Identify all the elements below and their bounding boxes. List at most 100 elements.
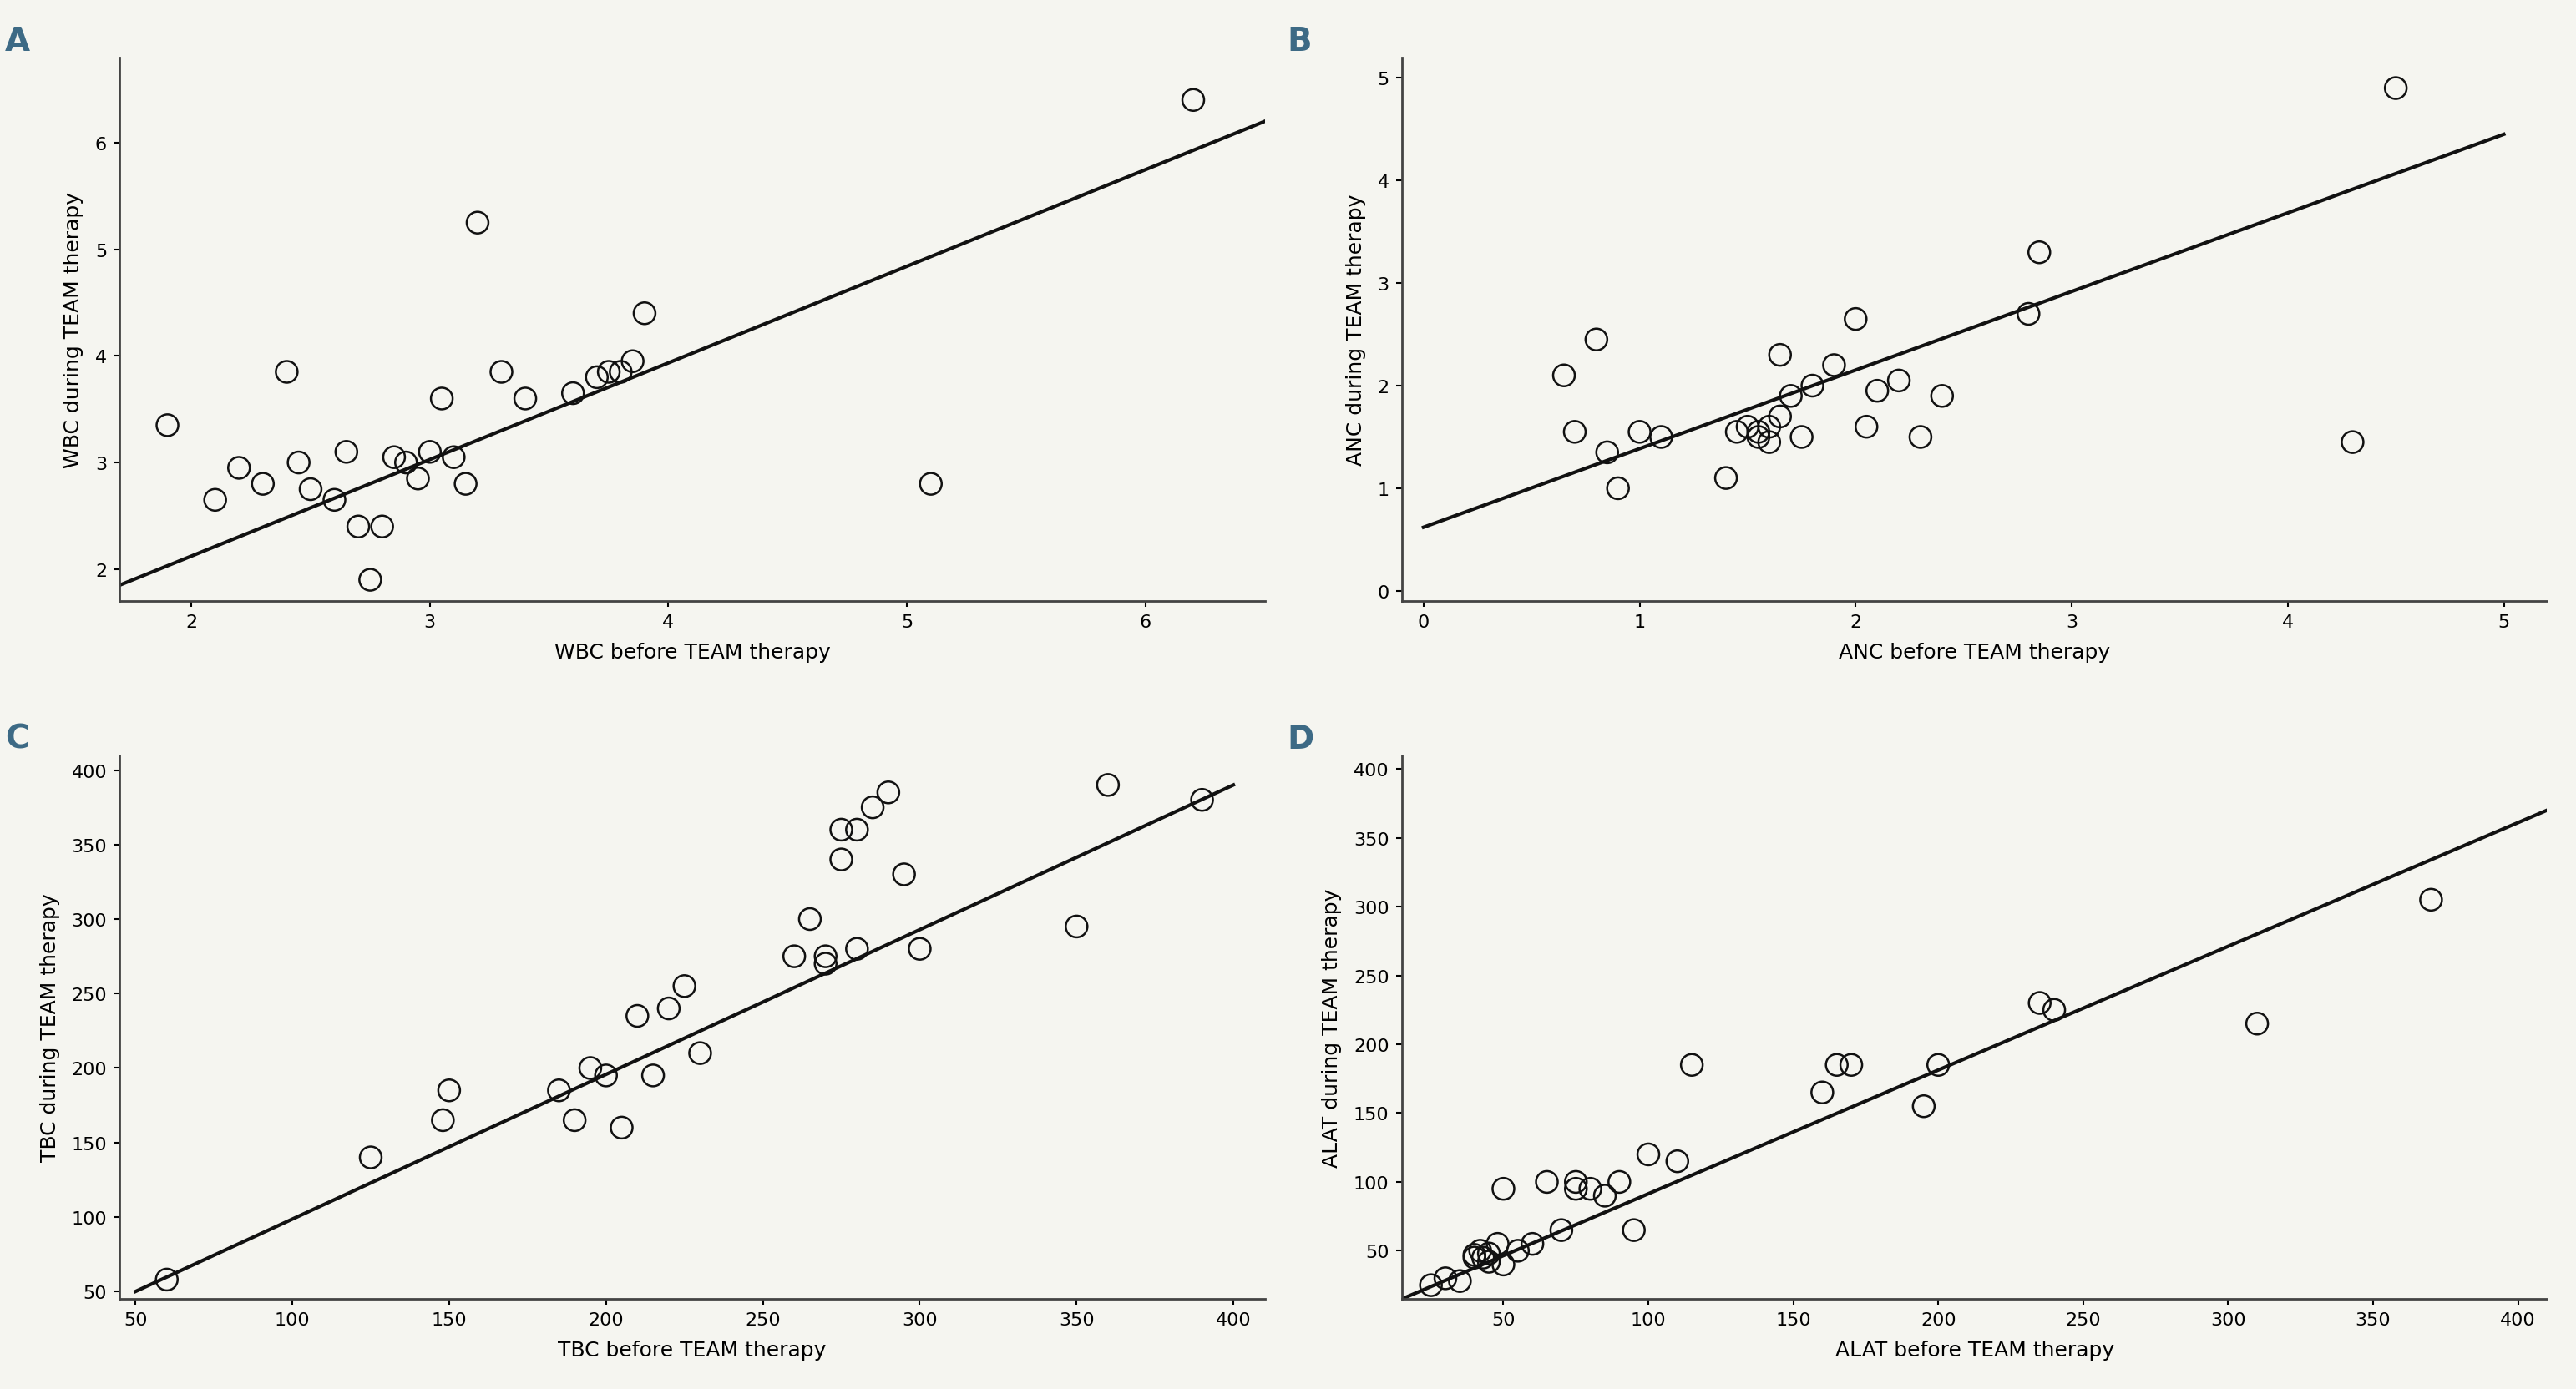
Point <box>1759 344 1801 367</box>
Point <box>1857 381 1899 403</box>
Point <box>577 367 618 389</box>
Point <box>853 796 894 818</box>
X-axis label: ALAT before TEAM therapy: ALAT before TEAM therapy <box>1834 1340 2115 1360</box>
Point <box>1172 90 1213 113</box>
Point <box>1705 468 1747 490</box>
Point <box>433 447 474 469</box>
Point <box>1834 308 1875 331</box>
Point <box>2236 1013 2277 1035</box>
Point <box>2007 303 2048 325</box>
Point <box>2032 999 2074 1021</box>
Point <box>242 474 283 496</box>
Point <box>278 451 319 474</box>
Point <box>909 474 951 496</box>
Point <box>1901 426 1942 449</box>
Point <box>428 1079 469 1101</box>
Point <box>1641 426 1682 449</box>
Point <box>1739 426 1780 449</box>
Point <box>482 361 523 383</box>
Point <box>325 442 366 464</box>
Point <box>1425 1267 1466 1289</box>
Point <box>1917 1054 1958 1076</box>
Point <box>665 975 706 997</box>
Point <box>773 946 814 968</box>
Point <box>1904 1096 1945 1118</box>
Point <box>422 1110 464 1132</box>
Point <box>1597 478 1638 500</box>
Point <box>649 997 690 1020</box>
Point <box>219 457 260 479</box>
Point <box>1749 432 1790 454</box>
Point <box>1525 1171 1566 1193</box>
Point <box>804 946 845 968</box>
Point <box>623 303 665 325</box>
Point <box>616 1006 657 1028</box>
Point <box>837 820 878 842</box>
Text: C: C <box>5 722 28 754</box>
Point <box>1600 1171 1641 1193</box>
Text: D: D <box>1288 722 1314 754</box>
Point <box>2020 992 2061 1014</box>
Point <box>1749 417 1790 439</box>
Point <box>1847 417 1888 439</box>
Point <box>2411 889 2452 911</box>
Point <box>1556 1178 1597 1200</box>
Point <box>551 383 592 406</box>
Point <box>1759 406 1801 428</box>
Point <box>337 515 379 538</box>
Point <box>1468 1243 1510 1265</box>
Point <box>1512 1233 1553 1256</box>
Point <box>2331 432 2372 454</box>
Point <box>1182 789 1224 811</box>
Point <box>1832 1054 1873 1076</box>
Point <box>1801 1082 1842 1104</box>
Point <box>600 361 641 383</box>
Point <box>1577 329 1618 351</box>
Point <box>1484 1178 1525 1200</box>
Point <box>1726 417 1767 439</box>
Point <box>456 213 497 235</box>
Point <box>1409 1274 1450 1296</box>
Point <box>1814 354 1855 376</box>
Point <box>837 938 878 960</box>
Point <box>822 849 863 871</box>
Point <box>1780 426 1821 449</box>
Point <box>1613 1220 1654 1242</box>
Point <box>585 1064 626 1086</box>
Point <box>680 1042 721 1064</box>
Point <box>1816 1054 1857 1076</box>
Point <box>374 447 415 469</box>
Point <box>1770 385 1811 407</box>
Point <box>554 1110 595 1132</box>
Point <box>361 515 402 538</box>
Point <box>446 474 487 496</box>
Point <box>397 468 438 490</box>
Point <box>1672 1054 1713 1076</box>
Point <box>1793 375 1834 397</box>
Point <box>147 415 188 438</box>
Point <box>314 489 355 511</box>
Point <box>350 1146 392 1168</box>
Point <box>265 361 307 383</box>
Text: B: B <box>1288 25 1311 57</box>
Point <box>1656 1150 1698 1172</box>
Point <box>1453 1245 1494 1267</box>
Point <box>1087 774 1128 796</box>
Point <box>1468 1250 1510 1272</box>
Point <box>147 1268 188 1290</box>
Point <box>538 1079 580 1101</box>
Point <box>422 388 464 410</box>
Point <box>386 451 428 474</box>
Y-axis label: TBC during TEAM therapy: TBC during TEAM therapy <box>39 893 59 1161</box>
Text: A: A <box>5 25 31 57</box>
Y-axis label: WBC during TEAM therapy: WBC during TEAM therapy <box>64 192 82 468</box>
Point <box>1497 1240 1538 1263</box>
Point <box>1553 421 1595 443</box>
X-axis label: TBC before TEAM therapy: TBC before TEAM therapy <box>559 1340 827 1360</box>
Point <box>1878 369 1919 392</box>
Point <box>1587 442 1628 464</box>
Point <box>291 479 332 501</box>
Point <box>822 820 863 842</box>
Point <box>899 938 940 960</box>
Point <box>788 908 829 931</box>
